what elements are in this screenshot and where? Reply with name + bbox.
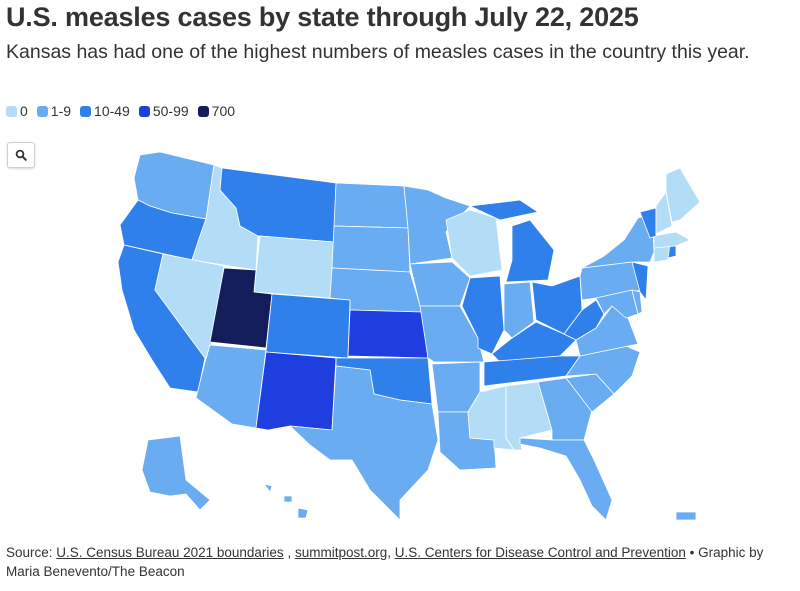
legend-swatch-0 bbox=[6, 105, 17, 117]
state-de[interactable] bbox=[631, 289, 643, 315]
state-nj[interactable] bbox=[631, 261, 649, 301]
state-ia[interactable] bbox=[409, 261, 471, 307]
state-nh[interactable] bbox=[655, 191, 673, 235]
state-az[interactable] bbox=[195, 344, 267, 429]
legend-label-700: 700 bbox=[211, 103, 236, 119]
summitpost-link[interactable]: summitpost.org bbox=[294, 545, 388, 560]
census-link[interactable]: U.S. Census Bureau 2021 boundaries bbox=[56, 545, 284, 560]
state-ma[interactable] bbox=[653, 231, 691, 249]
state-ks[interactable] bbox=[347, 309, 429, 359]
source-sep-2: , bbox=[387, 545, 395, 560]
state-ct[interactable] bbox=[653, 245, 671, 263]
state-mi[interactable] bbox=[469, 199, 555, 283]
map-search-button[interactable] bbox=[7, 142, 35, 168]
legend-swatch-10-49 bbox=[80, 105, 92, 117]
legend-item-1-9[interactable]: 1-9 bbox=[36, 103, 72, 119]
legend-item-50-99[interactable]: 50-99 bbox=[138, 103, 189, 119]
state-wi[interactable] bbox=[445, 209, 503, 277]
legend-label-50-99: 50-99 bbox=[152, 103, 189, 119]
state-pr[interactable] bbox=[675, 511, 697, 521]
source-credit: • Graphic by Maria Benevento/The Beacon bbox=[6, 545, 764, 579]
legend-item-0[interactable]: 0 bbox=[6, 103, 28, 119]
chart-subtitle: Kansas has had one of the highest number… bbox=[6, 41, 750, 63]
state-me[interactable] bbox=[665, 167, 701, 223]
state-nm[interactable] bbox=[255, 351, 337, 431]
legend-label-1-9: 1-9 bbox=[50, 103, 72, 119]
state-sd[interactable] bbox=[331, 225, 411, 273]
legend-swatch-700 bbox=[197, 105, 209, 117]
legend-swatch-50-99 bbox=[138, 105, 150, 117]
legend-swatch-1-9 bbox=[36, 105, 48, 117]
legend-label-0: 0 bbox=[20, 103, 28, 119]
legend: 0 1-9 10-49 50-99 700 bbox=[6, 103, 235, 119]
state-fl[interactable] bbox=[519, 437, 613, 521]
us-map bbox=[117, 151, 701, 521]
chart-title: U.S. measles cases by state through July… bbox=[6, 2, 639, 32]
legend-item-10-49[interactable]: 10-49 bbox=[80, 103, 130, 119]
magnifier-icon bbox=[15, 149, 27, 161]
source-note: Source: U.S. Census Bureau 2021 boundari… bbox=[6, 543, 796, 581]
state-hi[interactable] bbox=[263, 483, 309, 519]
source-sep-1: , bbox=[283, 545, 295, 560]
state-ny[interactable] bbox=[581, 213, 655, 269]
state-mn[interactable] bbox=[403, 185, 471, 265]
state-in[interactable] bbox=[503, 281, 535, 339]
legend-label-10-49: 10-49 bbox=[94, 103, 130, 119]
state-wy[interactable] bbox=[253, 235, 335, 299]
state-il[interactable] bbox=[461, 275, 505, 355]
state-nd[interactable] bbox=[333, 182, 409, 229]
legend-item-700[interactable]: 700 bbox=[197, 103, 236, 119]
state-ak[interactable] bbox=[141, 435, 211, 511]
cdc-link[interactable]: U.S. Centers for Disease Control and Pre… bbox=[394, 545, 686, 560]
source-prefix: Source: bbox=[6, 545, 57, 560]
state-tx[interactable] bbox=[289, 365, 439, 521]
state-co[interactable] bbox=[265, 293, 351, 359]
state-vt[interactable] bbox=[639, 207, 657, 239]
